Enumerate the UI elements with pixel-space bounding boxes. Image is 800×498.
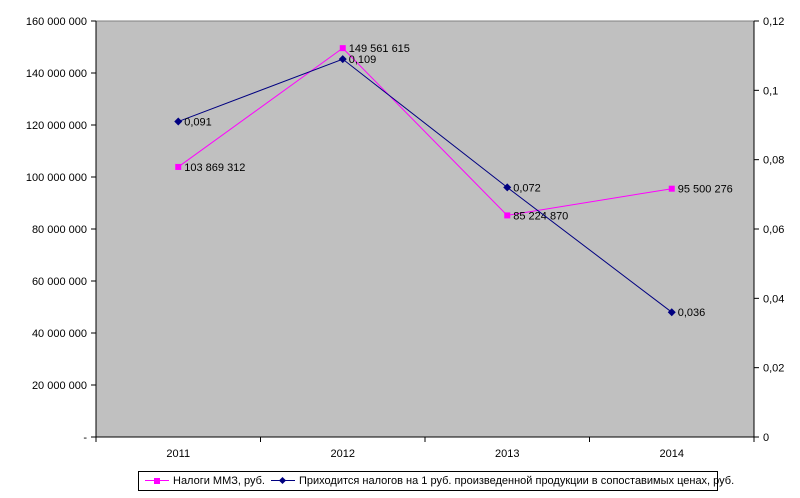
y-right-tick-label: 0,08 (763, 155, 784, 167)
data-label-0: 149 561 615 (349, 43, 410, 55)
legend-item-taxes: Налоги ММЗ, руб. (145, 475, 265, 487)
data-point-0 (175, 163, 182, 170)
series-line-1 (178, 58, 673, 313)
y-left-tick-label: 100 000 000 (26, 172, 87, 184)
legend-item-per-ruble: Приходится налогов на 1 руб. произведенн… (271, 475, 734, 487)
data-point-0 (339, 45, 346, 52)
data-point-0 (504, 212, 511, 219)
y-left-tick-label: 60 000 000 (32, 276, 87, 288)
legend-label-per-ruble: Приходится налогов на 1 руб. произведенн… (299, 475, 735, 487)
data-label-0: 95 500 276 (678, 184, 733, 196)
y-left-tick-label: 40 000 000 (32, 328, 87, 340)
y-left-tick-label: 80 000 000 (32, 224, 87, 236)
series-line-0 (177, 47, 672, 216)
y-right-tick-label: 0,06 (763, 224, 784, 236)
y-right-tick-label: 0 (763, 432, 769, 444)
data-point-1 (667, 308, 676, 317)
y-left-tick-label: - (83, 432, 87, 444)
y-right-tick-label: 0,02 (763, 363, 784, 375)
legend-swatch-per-ruble (271, 476, 295, 486)
y-right-tick-label: 0,1 (763, 85, 778, 97)
data-label-1: 0,091 (184, 117, 212, 129)
plot-area (95, 20, 755, 438)
data-label-1: 0,109 (349, 54, 377, 66)
data-label-0: 103 869 312 (184, 162, 245, 174)
y-left-tick-label: 20 000 000 (32, 380, 87, 392)
data-label-1: 0,036 (678, 307, 706, 319)
x-tick-label: 2014 (660, 448, 684, 460)
x-tick-label: 2012 (331, 448, 355, 460)
y-left-tick-label: 120 000 000 (26, 120, 87, 132)
y-left-tick-label: 160 000 000 (26, 16, 87, 28)
legend: Налоги ММЗ, руб. Приходится налогов на 1… (138, 471, 734, 491)
y-right-tick-label: 0,04 (763, 293, 784, 305)
y-right-tick-label: 0,12 (763, 16, 784, 28)
data-label-1: 0,072 (513, 182, 541, 194)
data-point-0 (668, 185, 675, 192)
data-point-1 (503, 183, 512, 192)
x-tick-label: 2011 (166, 448, 190, 460)
data-point-1 (174, 117, 183, 126)
y-left-tick-label: 140 000 000 (26, 68, 87, 80)
legend-swatch-taxes (145, 476, 169, 486)
legend-label-taxes: Налоги ММЗ, руб. (173, 475, 265, 487)
data-point-1 (338, 55, 347, 64)
x-tick-label: 2013 (495, 448, 519, 460)
data-label-0: 85 224 870 (513, 210, 568, 222)
